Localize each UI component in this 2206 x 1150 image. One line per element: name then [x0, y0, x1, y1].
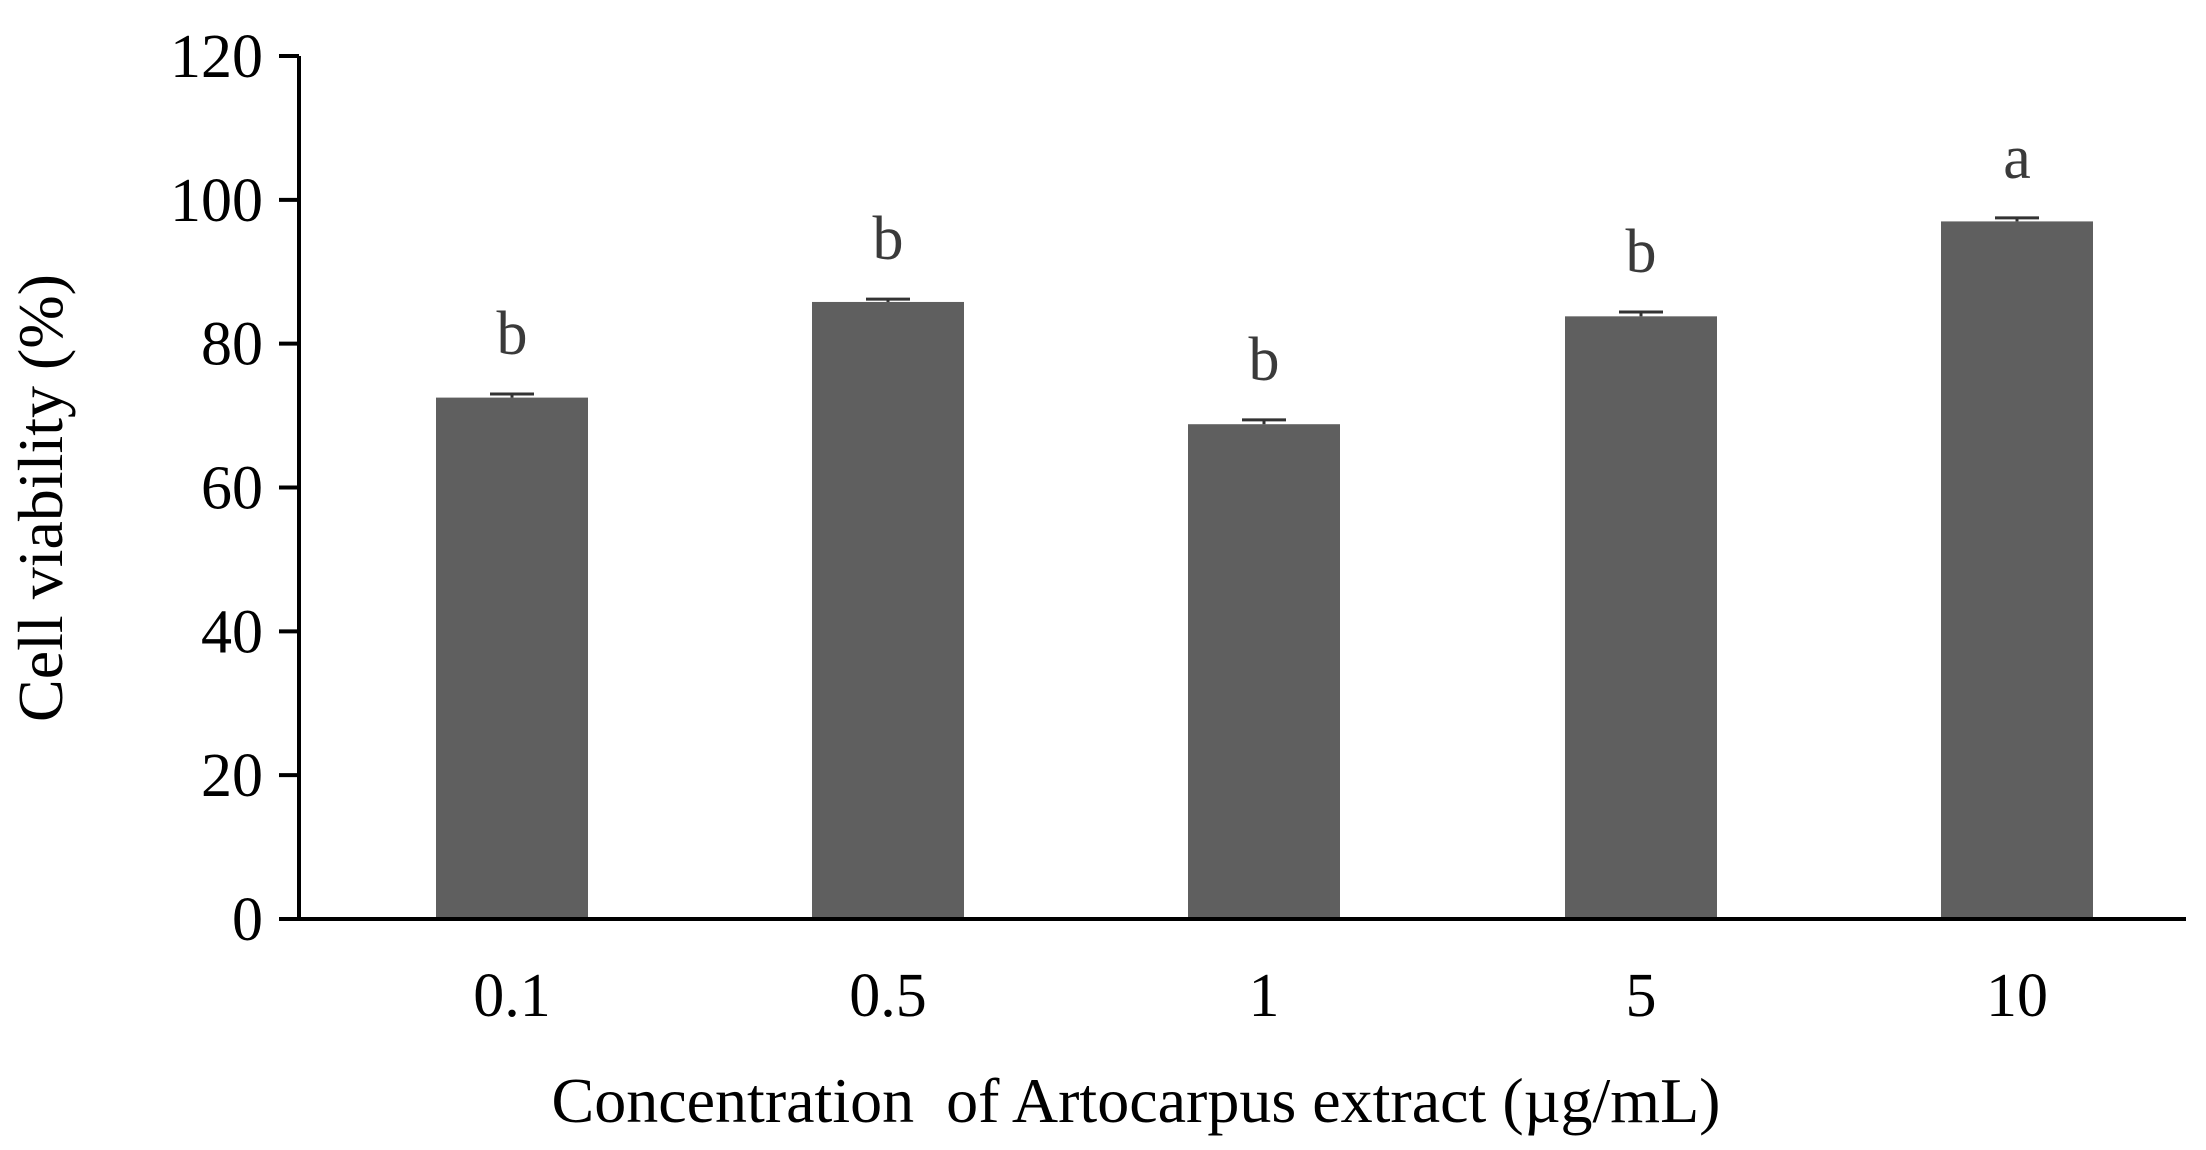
y-tick-label: 0: [232, 886, 263, 954]
bar: [1188, 424, 1340, 919]
significance-label: b: [497, 300, 528, 368]
significance-labels-group: b b b b a: [497, 124, 2031, 394]
y-axis-title: Cell viability (%): [5, 274, 76, 722]
y-tick-label: 40: [201, 598, 263, 666]
x-tick-label: 5: [1626, 962, 1657, 1030]
significance-label: a: [2003, 124, 2031, 192]
x-tick-label: 1: [1249, 962, 1280, 1030]
y-axis: 0 20 40 60 80 100 120: [170, 23, 301, 954]
y-tick-label: 60: [201, 455, 263, 523]
significance-label: b: [873, 205, 904, 273]
bars-group: [436, 221, 2093, 920]
significance-label: b: [1249, 326, 1280, 394]
y-tick-label: 20: [201, 742, 263, 810]
significance-label: b: [1626, 218, 1657, 286]
bar: [436, 397, 588, 920]
y-tick-label: 80: [201, 311, 263, 379]
x-tick-label: 0.1: [473, 962, 551, 1030]
bar: [1565, 316, 1717, 919]
x-tick-label: 10: [1986, 962, 2048, 1030]
x-tick-label: 0.5: [849, 962, 927, 1030]
y-tick-label: 120: [170, 23, 263, 91]
bar: [812, 301, 964, 920]
y-tick-label: 100: [170, 167, 263, 235]
x-axis: 0.1 0.5 1 5 10: [279, 917, 2186, 1030]
bar: [1941, 221, 2093, 920]
error-bars-group: [490, 216, 2039, 425]
x-axis-title: Concentration of Artocarpus extract (µg/…: [552, 1065, 1721, 1136]
